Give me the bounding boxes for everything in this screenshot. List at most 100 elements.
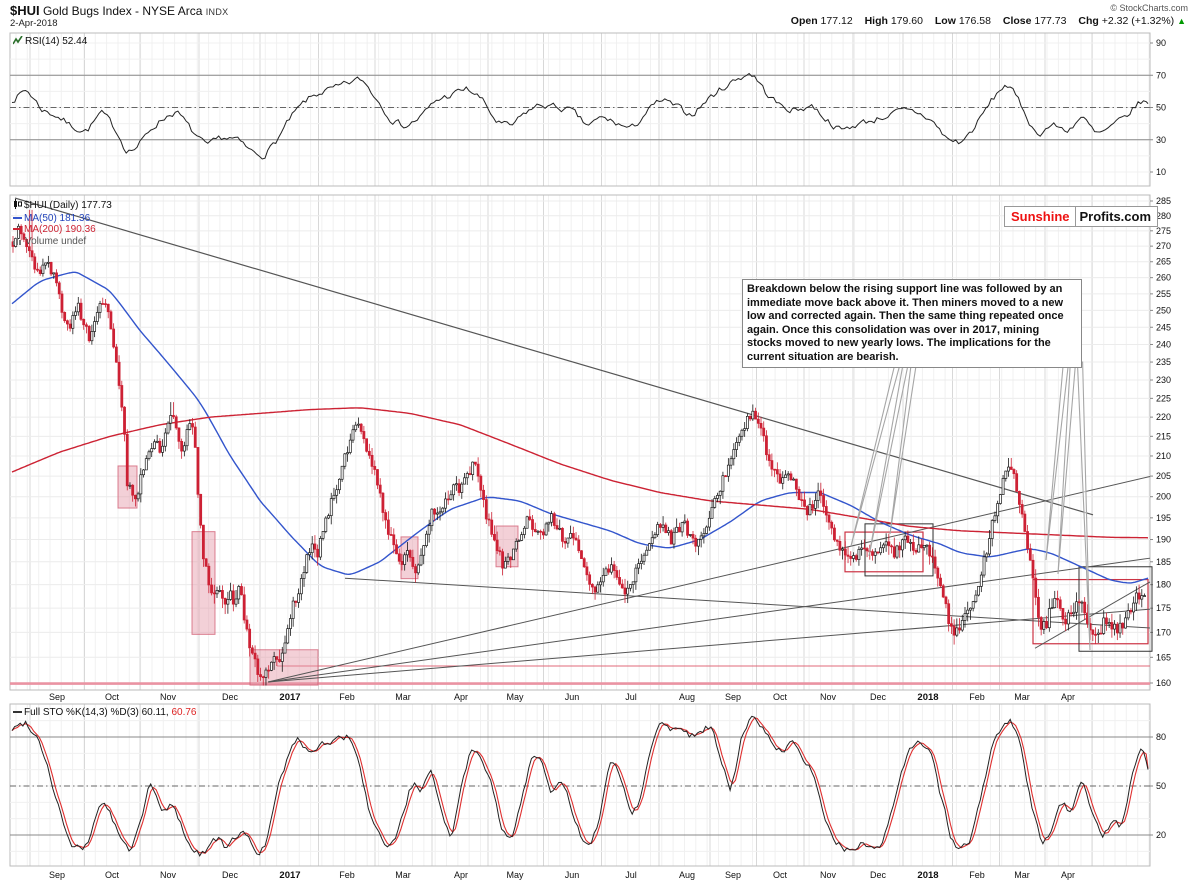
stochastic-legend: Full STO %K(14,3) %D(3) 60.11, 60.76	[13, 707, 197, 718]
month-label: Dec	[870, 692, 887, 702]
price-tick-label: 190	[1156, 535, 1171, 545]
open-value: 177.12	[820, 15, 853, 27]
low-value: 176.58	[958, 15, 991, 27]
month-label: Nov	[820, 870, 837, 880]
price-tick-label: 200	[1156, 492, 1171, 502]
close-label: Close	[1002, 15, 1032, 27]
month-label: Oct	[105, 870, 120, 880]
month-label: Jun	[565, 692, 580, 702]
price-tick-label: 170	[1156, 627, 1171, 637]
analyst-annotation-box: Breakdown below the rising support line …	[742, 279, 1082, 368]
red-highlight-box	[1032, 578, 1149, 645]
rsi-indicator-icon	[12, 35, 23, 48]
month-label: Apr	[454, 870, 468, 880]
sto-legend-label: Full STO %K(14,3) %D(3) 60.11,	[24, 707, 169, 718]
price-tick-label: 245	[1156, 322, 1171, 332]
logo-part-profits: Profits.com	[1079, 209, 1152, 224]
month-label: 2018	[917, 692, 938, 703]
ma200-line-icon	[13, 228, 22, 231]
price-tick-label: 185	[1156, 557, 1171, 567]
rsi-tick-label: 50	[1156, 103, 1166, 113]
month-label: Oct	[773, 870, 788, 880]
volume-bars-icon	[13, 237, 23, 249]
price-tick-label: 225	[1156, 393, 1171, 403]
month-label: Oct	[105, 692, 120, 702]
month-label: Dec	[222, 692, 239, 702]
sto-tick-label: 80	[1156, 732, 1166, 742]
close-value: 177.73	[1034, 15, 1067, 27]
sto-line-icon	[13, 711, 22, 714]
stockcharts-credit: © StockCharts.com	[1110, 3, 1188, 13]
month-label: Nov	[160, 870, 177, 880]
ohlc-quote-line: Open 177.12 High 179.60 Low 176.58 Close…	[782, 15, 1186, 27]
rsi-legend: RSI(14) 52.44	[12, 35, 88, 48]
month-label: Feb	[339, 692, 355, 702]
month-label: May	[506, 692, 524, 702]
month-label: 2018	[917, 870, 938, 881]
month-label: Mar	[1014, 692, 1030, 702]
price-tick-label: 165	[1156, 652, 1171, 662]
month-label: Aug	[679, 870, 695, 880]
sto-tick-label: 20	[1156, 830, 1166, 840]
price-tick-label: 255	[1156, 289, 1171, 299]
price-tick-label: 270	[1156, 241, 1171, 251]
price-tick-label: 240	[1156, 339, 1171, 349]
month-label: Dec	[222, 870, 239, 880]
month-label: Apr	[454, 692, 468, 702]
month-label: Feb	[969, 870, 985, 880]
month-label: Aug	[679, 692, 695, 702]
month-label: Mar	[395, 692, 411, 702]
month-label: Nov	[160, 692, 177, 702]
month-label: Apr	[1061, 692, 1075, 702]
price-tick-label: 160	[1156, 678, 1171, 688]
ticker-exchange: INDX	[205, 7, 229, 17]
price-tick-label: 280	[1156, 211, 1171, 221]
ma50-legend-row: MA(50) 181.36	[13, 213, 112, 225]
ma50-legend-label: MA(50) 181.36	[24, 212, 91, 224]
month-label: Apr	[1061, 870, 1075, 880]
ma200-legend-row: MA(200) 190.36	[13, 224, 112, 236]
volume-legend-row: Volume undef	[13, 236, 112, 249]
month-label: Dec	[870, 870, 887, 880]
month-label: Jul	[625, 870, 637, 880]
price-tick-label: 215	[1156, 431, 1171, 441]
price-tick-label: 275	[1156, 226, 1171, 236]
rsi-tick-label: 70	[1156, 70, 1166, 80]
month-label: Sep	[725, 692, 741, 702]
price-legend-symbol-row: $HUI (Daily) 177.73	[13, 199, 112, 213]
sto-tick-label: 50	[1156, 781, 1166, 791]
ma200-legend-label: MA(200) 190.36	[24, 224, 96, 235]
price-tick-label: 250	[1156, 305, 1171, 315]
price-legend-label: $HUI (Daily) 177.73	[24, 200, 112, 211]
chg-up-arrow-icon: ▲	[1177, 16, 1186, 26]
low-label: Low	[934, 15, 956, 27]
price-tick-label: 235	[1156, 357, 1171, 367]
month-label: 2017	[279, 692, 300, 703]
open-label: Open	[790, 15, 818, 27]
chg-value: +2.32 (+1.32%)	[1101, 15, 1175, 27]
rsi-tick-label: 30	[1156, 135, 1166, 145]
logo-part-sunshine: Sunshine	[1005, 207, 1076, 226]
price-tick-label: 230	[1156, 375, 1171, 385]
pink-highlight-box	[400, 536, 419, 580]
month-label: 2017	[279, 870, 300, 881]
price-tick-label: 210	[1156, 451, 1171, 461]
month-label: Oct	[773, 692, 788, 702]
month-label: May	[506, 870, 524, 880]
month-label: Mar	[395, 870, 411, 880]
rsi-tick-label: 90	[1156, 38, 1166, 48]
high-label: High	[864, 15, 888, 27]
chg-label: Chg	[1078, 15, 1099, 27]
price-tick-label: 180	[1156, 580, 1171, 590]
month-label: Sep	[725, 870, 741, 880]
black-highlight-box	[1078, 566, 1153, 652]
month-label: Jul	[625, 692, 637, 702]
rsi-legend-label: RSI(14) 52.44	[25, 36, 88, 47]
sunshine-profits-logo: Sunshine Profits.com	[1004, 206, 1159, 227]
ticker-name: Gold Bugs Index - NYSE Arca	[42, 4, 203, 18]
volume-legend-label: Volume undef	[25, 235, 87, 247]
month-label: Nov	[820, 692, 837, 702]
price-tick-label: 220	[1156, 412, 1171, 422]
price-tick-label: 285	[1156, 196, 1171, 206]
